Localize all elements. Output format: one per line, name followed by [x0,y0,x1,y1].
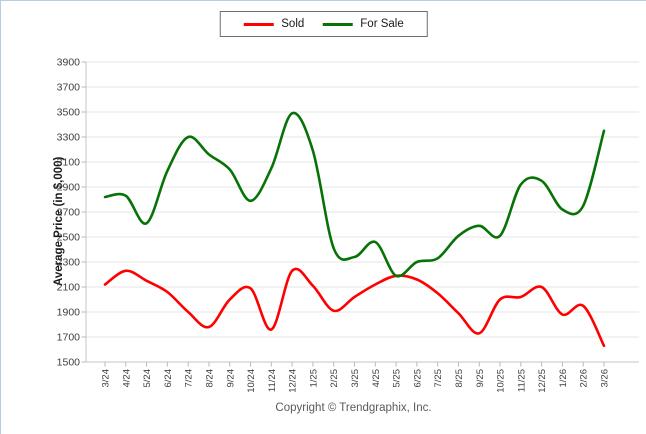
x-tick-label: 4/24 [121,369,132,388]
x-tick-label: 1/26 [558,369,569,388]
x-tick-label: 3/24 [101,369,112,388]
axis-ticks [81,61,605,367]
x-tick-label: 10/25 [496,369,507,393]
y-tick-label: 3900 [57,57,81,69]
y-tick-labels: 1500 1700 1900 2100 2300 2500 2700 2900 3100 3300… [57,57,81,369]
x-tick-label: 3/26 [600,369,611,388]
for-sale-line-swatch [322,22,353,26]
legend-item-for-sale: For Sale [322,18,404,30]
x-tick-label: 12/25 [537,369,548,393]
legend: Sold For Sale [219,11,428,37]
y-tick-label: 2700 [57,207,81,219]
legend-label-for-sale: For Sale [360,18,404,30]
x-tick-label: 12/24 [288,369,299,393]
y-tick-label: 1900 [57,307,81,319]
x-tick-label: 1/25 [308,369,319,388]
x-tick-label: 8/24 [204,369,215,388]
x-tick-label: 3/25 [350,369,361,388]
sold-line [103,267,606,348]
x-tick-label: 7/24 [184,369,195,388]
copyright-text: Copyright © Trendgraphix, Inc. [275,402,432,414]
y-tick-label: 2900 [57,182,81,194]
y-tick-label: 1700 [57,332,81,344]
y-tick-label: 2300 [57,257,81,269]
x-tick-label: 11/24 [267,369,278,392]
x-tick-label: 4/25 [371,369,382,388]
y-tick-label: 2100 [57,282,81,294]
legend-item-sold: Sold [243,18,304,30]
legend-label-sold: Sold [281,18,305,30]
x-tick-label: 6/24 [163,369,174,388]
x-tick-label: 5/25 [392,369,403,388]
y-tick-label: 2500 [57,232,81,244]
x-tick-label: 10/24 [246,369,257,393]
gridlines [86,61,639,363]
y-tick-label: 1500 [57,357,81,369]
x-tick-labels: 3/24 4/24 5/24 6/24 7/24 8/24 9/24 10/24 11/24 12… [101,369,611,393]
x-tick-label: 8/25 [454,369,465,388]
x-tick-label: 6/25 [412,369,423,388]
x-tick-label: 2/25 [329,369,340,388]
y-tick-label: 3100 [57,157,81,169]
x-tick-label: 7/25 [433,369,444,388]
x-tick-label: 2/26 [579,369,590,388]
y-tick-label: 3300 [57,132,81,144]
x-tick-label: 9/25 [475,369,486,388]
x-tick-label: 9/24 [225,369,236,388]
for-sale-line [103,111,606,278]
y-tick-label: 3500 [57,107,81,119]
sold-line-swatch [243,22,274,26]
x-tick-label: 11/25 [516,369,527,392]
y-tick-label: 3700 [57,82,81,94]
x-tick-label: 5/24 [142,369,153,388]
